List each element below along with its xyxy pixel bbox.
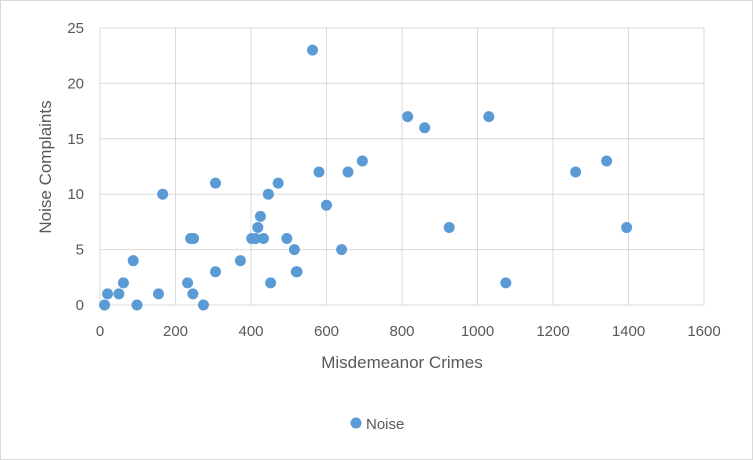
data-point — [570, 166, 582, 178]
data-point — [234, 255, 246, 267]
data-point — [336, 244, 348, 256]
y-tick-labels: 0 5 10 15 20 25 — [67, 20, 84, 314]
data-point — [257, 233, 269, 245]
data-point — [254, 210, 266, 222]
x-tick-label: 1600 — [687, 323, 720, 340]
data-point — [500, 277, 512, 289]
data-point — [288, 244, 300, 256]
x-tick-label: 0 — [96, 323, 104, 340]
x-tick-label: 600 — [314, 323, 339, 340]
data-point — [356, 155, 368, 167]
data-point — [113, 288, 125, 300]
data-point — [621, 221, 633, 233]
data-point — [99, 299, 111, 311]
data-point — [197, 299, 209, 311]
y-tick-label: 10 — [67, 186, 84, 203]
data-point — [187, 288, 199, 300]
y-tick-label: 25 — [67, 20, 84, 37]
data-point — [157, 188, 169, 200]
data-point — [307, 44, 319, 56]
data-point — [342, 166, 354, 178]
data-point — [250, 233, 262, 245]
y-axis-title: Noise Complaints — [36, 100, 55, 233]
x-axis-title: Misdemeanor Crimes — [321, 353, 483, 372]
legend: Noise — [350, 416, 404, 433]
data-point — [153, 288, 165, 300]
data-point — [601, 155, 613, 167]
data-point — [252, 221, 264, 233]
data-point — [131, 299, 143, 311]
data-point — [117, 277, 129, 289]
y-tick-label: 5 — [76, 242, 84, 259]
data-point — [182, 277, 194, 289]
data-point — [127, 255, 139, 267]
data-point — [313, 166, 325, 178]
x-tick-label: 1400 — [612, 323, 645, 340]
data-point — [210, 266, 222, 278]
data-point — [483, 111, 495, 123]
data-point — [443, 221, 455, 233]
legend-marker-noise — [350, 417, 362, 429]
x-tick-label: 800 — [389, 323, 414, 340]
data-points — [99, 44, 633, 311]
x-tick-label: 1000 — [461, 323, 494, 340]
x-tick-labels: 0 200 400 600 800 1000 1200 1400 1600 — [96, 323, 721, 340]
data-point — [419, 122, 431, 134]
data-point — [265, 277, 277, 289]
data-point — [291, 266, 303, 278]
data-point — [102, 288, 114, 300]
data-point — [262, 188, 274, 200]
data-point — [210, 177, 222, 189]
y-tick-label: 20 — [67, 75, 84, 92]
x-tick-label: 200 — [163, 323, 188, 340]
legend-label-noise: Noise — [366, 416, 404, 433]
gridlines — [99, 27, 705, 306]
data-point — [272, 177, 284, 189]
x-tick-label: 1200 — [536, 323, 569, 340]
data-point — [281, 233, 293, 245]
y-tick-label: 15 — [67, 131, 84, 148]
y-tick-label: 0 — [76, 297, 84, 314]
data-point — [402, 111, 414, 123]
data-point — [321, 199, 332, 211]
data-point — [188, 233, 200, 245]
x-tick-label: 400 — [238, 323, 263, 340]
